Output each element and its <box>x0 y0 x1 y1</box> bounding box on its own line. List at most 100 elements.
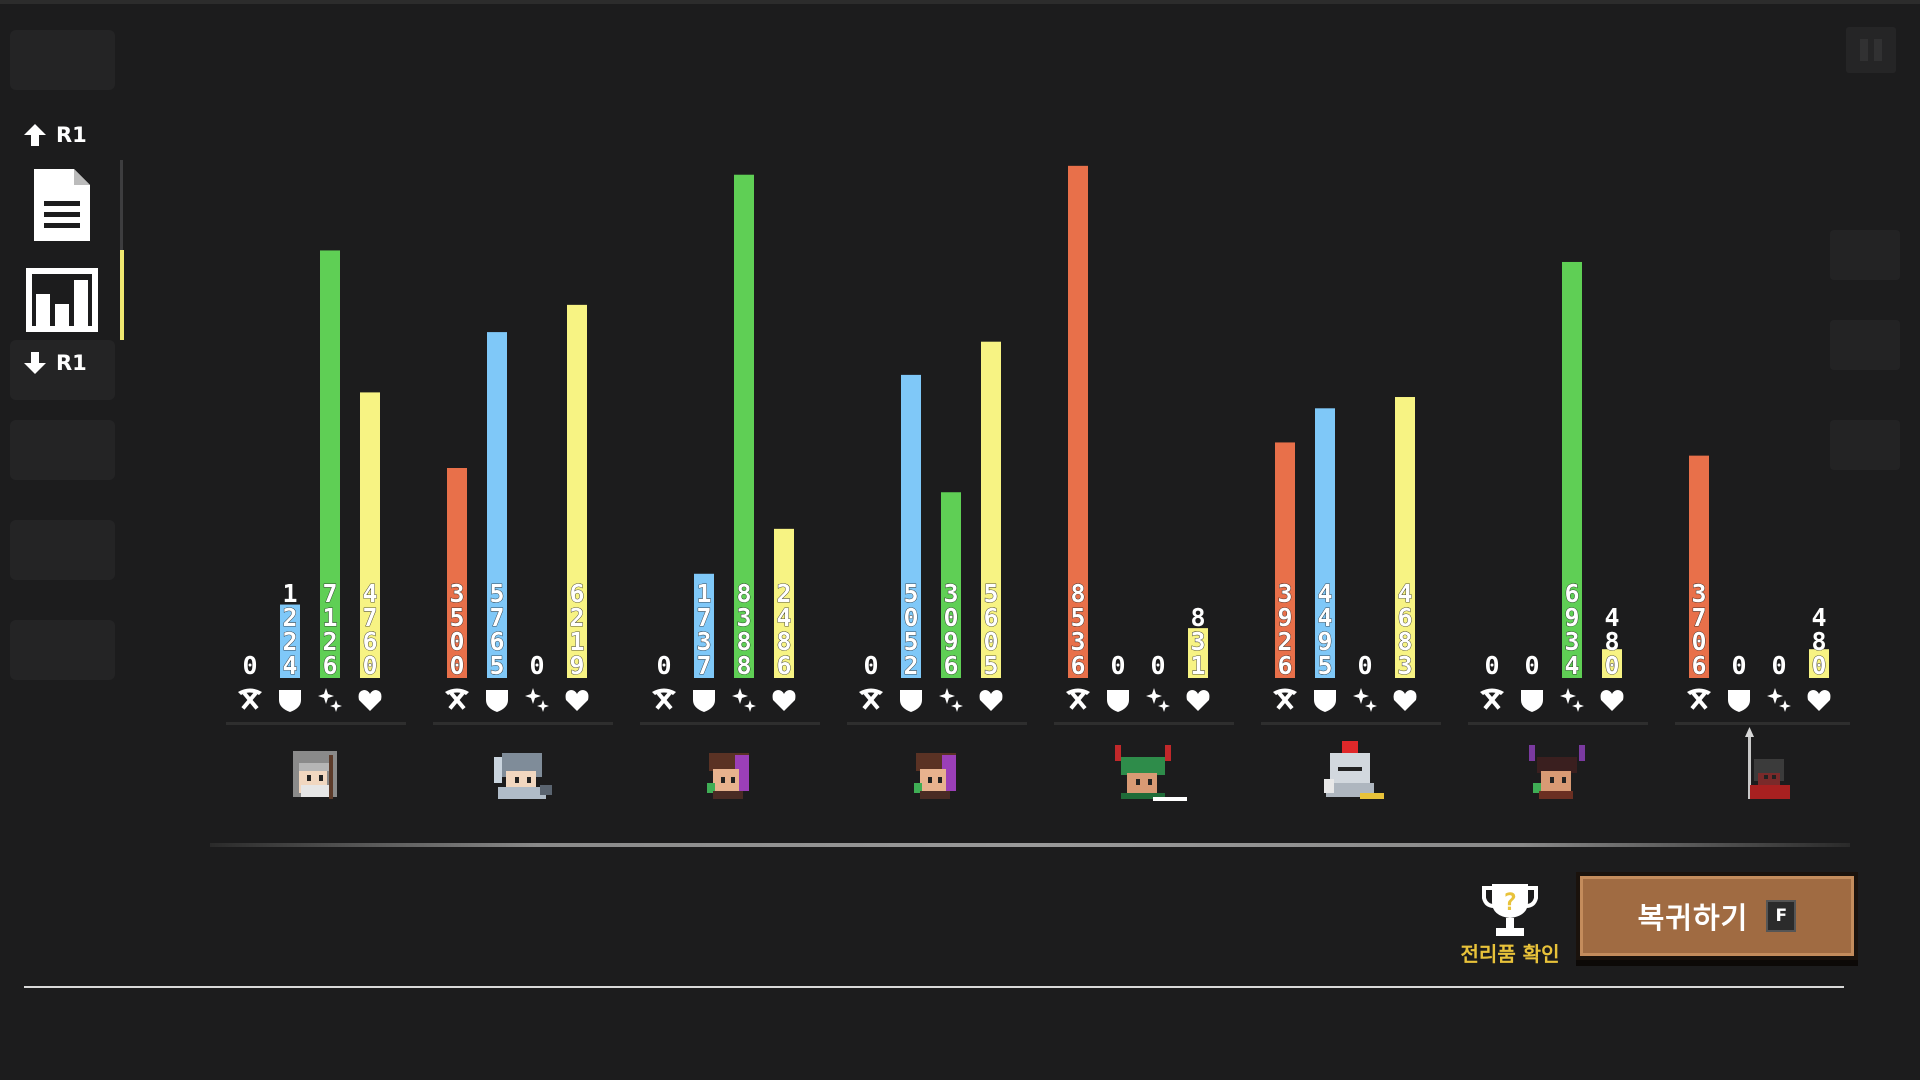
shield-icon <box>279 690 301 712</box>
stat-value-label: 0 <box>529 651 544 680</box>
chart-content: 01 2 2 47 1 2 64 7 6 03 5 0 05 7 6 5 06 2 1 9 01 7 3 78 3 8 82 4 8 6 0… <box>226 165 1850 801</box>
group-divider <box>847 722 1027 725</box>
helmeted-knight-icon <box>494 753 552 799</box>
background-ghost-right <box>1830 230 1920 530</box>
bottom-divider <box>24 986 1844 988</box>
svg-text:?: ? <box>1503 888 1517 916</box>
shield-icon <box>900 690 922 712</box>
stat-bar <box>1315 408 1335 678</box>
stat-value-label: 0 <box>1484 651 1499 680</box>
tab-active-indicator <box>120 250 124 340</box>
heart-icon <box>772 690 796 711</box>
shield-icon <box>1521 690 1543 712</box>
pickaxe-icon <box>445 688 469 710</box>
character-stat-group: 0 5 0 5 2 3 0 9 6 5 6 0 5 <box>847 341 1027 799</box>
next-key-label: R1 <box>56 351 87 375</box>
stat-bar <box>280 604 300 678</box>
character-stat-group: 0 0 6 9 3 4 4 8 0 <box>1468 261 1648 799</box>
stat-bar <box>1689 455 1709 678</box>
group-divider <box>226 722 406 725</box>
stat-value-label: 0 <box>242 651 257 680</box>
character-stat-group: 8 5 3 6 0 0 8 3 1 <box>1054 165 1234 801</box>
plumed-knight-icon <box>1324 741 1384 799</box>
stat-bar <box>901 374 921 678</box>
tab-summary[interactable] <box>22 165 102 245</box>
stat-bar <box>487 332 507 678</box>
heart-icon <box>358 690 382 711</box>
stat-bar <box>734 174 754 678</box>
shield-icon <box>693 690 715 712</box>
stat-bar <box>1809 649 1829 678</box>
shield-icon <box>1314 690 1336 712</box>
stat-bar <box>360 392 380 678</box>
heart-icon <box>1186 690 1210 711</box>
stat-bar <box>1068 165 1088 679</box>
stat-value-label: 0 <box>863 651 878 680</box>
return-key-hint: F <box>1766 900 1797 932</box>
background-roster-ghost <box>0 20 130 740</box>
pickaxe-icon <box>1687 688 1711 710</box>
sparkle-icon <box>1146 688 1170 712</box>
view-loot-label: 전리품 확인 <box>1460 942 1560 966</box>
pause-button[interactable] <box>1846 27 1896 73</box>
group-divider <box>433 722 613 725</box>
sparkle-icon <box>1353 688 1377 712</box>
stat-bar <box>1395 397 1415 678</box>
view-loot-button[interactable]: ? 전리품 확인 <box>1450 880 1570 970</box>
purple-hair-girl-icon <box>914 753 956 799</box>
next-tab-nav[interactable]: R1 <box>22 348 112 378</box>
tab-stats[interactable] <box>22 258 102 338</box>
sparkle-icon <box>318 688 342 712</box>
horned-demon-icon <box>1529 745 1585 799</box>
stat-bar <box>1562 261 1582 678</box>
pickaxe-icon <box>652 688 676 710</box>
stat-bar <box>774 528 794 678</box>
pickaxe-icon <box>1480 688 1504 710</box>
stat-bar <box>1275 442 1295 678</box>
stat-value-label: 0 <box>1110 651 1125 680</box>
pickaxe-icon <box>238 688 262 710</box>
stat-value-label: 0 <box>1357 651 1372 680</box>
group-divider <box>640 722 820 725</box>
group-divider <box>1261 722 1441 725</box>
top-border <box>0 0 1920 4</box>
pickaxe-icon <box>1066 688 1090 710</box>
return-button[interactable]: 복귀하기 F <box>1576 872 1858 960</box>
arrow-up-icon <box>24 124 46 146</box>
character-stat-group: 3 9 2 6 4 4 9 5 0 4 6 8 3 <box>1261 397 1441 799</box>
document-icon <box>34 169 90 241</box>
stat-bar <box>981 341 1001 678</box>
stat-value-label: 0 <box>1731 651 1746 680</box>
arrow-down-icon <box>24 352 46 374</box>
shield-icon <box>486 690 508 712</box>
character-stat-group: 3 7 0 6 0 0 4 8 0 <box>1675 455 1850 799</box>
heart-icon <box>1393 690 1417 711</box>
shield-icon <box>1728 690 1750 712</box>
stat-value-label: 0 <box>656 651 671 680</box>
prev-tab-nav[interactable]: R1 <box>22 120 112 150</box>
heart-icon <box>1807 690 1831 711</box>
pickaxe-icon <box>859 688 883 710</box>
chart-baseline <box>210 843 1850 847</box>
group-divider <box>1675 722 1850 725</box>
group-divider <box>1054 722 1234 725</box>
heart-icon <box>979 690 1003 711</box>
sparkle-icon <box>732 688 756 712</box>
sparkle-icon <box>1560 688 1584 712</box>
sparkle-icon <box>525 688 549 712</box>
character-stat-group: 3 5 0 0 5 7 6 5 0 6 2 1 9 <box>433 304 613 799</box>
